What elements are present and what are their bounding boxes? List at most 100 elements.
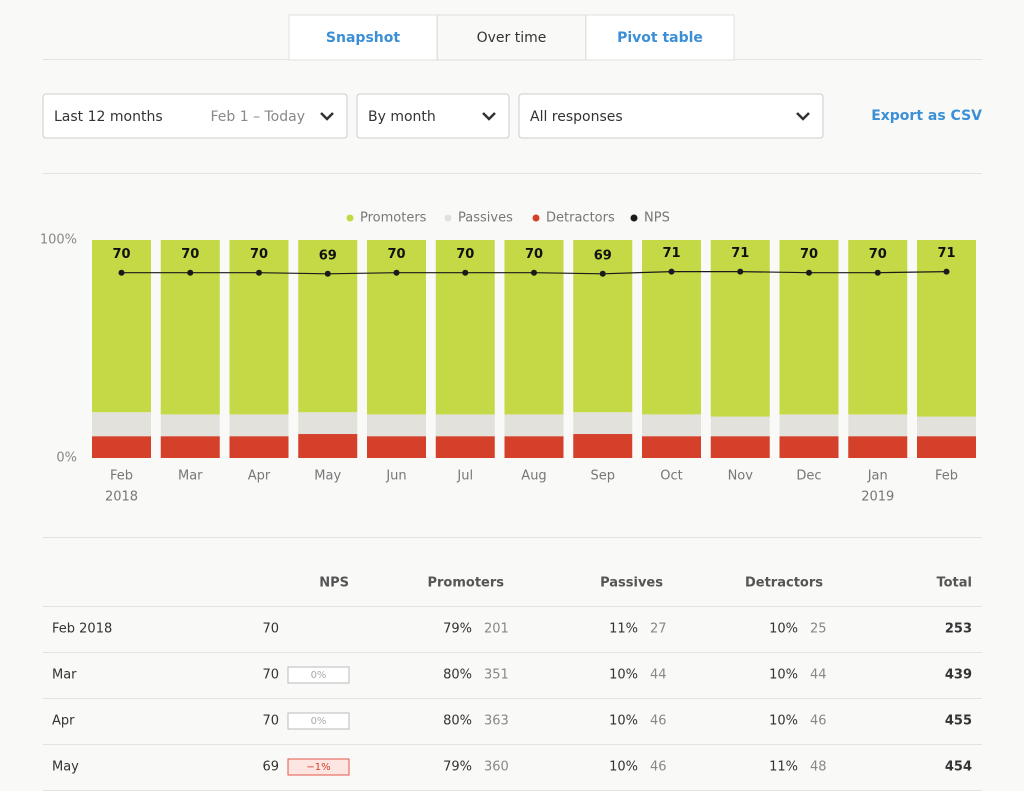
table-header: NPS: [319, 576, 349, 591]
table-cell: 25: [810, 622, 827, 637]
table-cell: 439: [945, 668, 972, 683]
x-tick-label: Oct: [660, 469, 682, 484]
bar-segment: [917, 436, 976, 458]
interval-dropdown[interactable]: [356, 93, 510, 139]
bar-segment: [504, 436, 564, 458]
table-cell: 363: [484, 714, 509, 729]
nps-label: 70: [869, 247, 887, 262]
bar-segment: [92, 436, 151, 458]
nps-point: [531, 269, 537, 276]
legend-label: NPS: [644, 211, 670, 226]
year-label: 2018: [105, 490, 138, 505]
table-cell: 70: [262, 622, 279, 637]
nps-label: 71: [937, 246, 955, 261]
bar-segment: [573, 240, 633, 413]
tab[interactable]: [437, 14, 586, 61]
export-link[interactable]: Export as CSV: [871, 108, 982, 124]
table-header: Detractors: [745, 576, 823, 591]
bar-segment: [848, 414, 908, 437]
table-cell: 79%: [443, 622, 472, 637]
table-cell: 10%: [609, 668, 638, 683]
table-cell: 27: [650, 622, 667, 637]
table-cell: 253: [945, 622, 972, 637]
table-cell: 10%: [769, 622, 798, 637]
nps-point: [668, 268, 675, 275]
bar-segment: [160, 436, 220, 458]
table-header: Promoters: [427, 576, 504, 591]
table-cell: 44: [810, 668, 827, 683]
table-cell: 10%: [769, 714, 798, 729]
bar-segment: [504, 414, 564, 437]
nps-point: [943, 268, 950, 275]
range-label: Last 12 months: [54, 109, 163, 125]
table-cell: 455: [945, 714, 972, 729]
tab-label: Pivot table: [617, 30, 703, 46]
tab[interactable]: [585, 14, 735, 61]
nps-point: [737, 268, 744, 275]
x-tick-label: Aug: [521, 469, 546, 484]
change-badge: [287, 758, 350, 776]
change-label: −1%: [306, 762, 330, 773]
table-cell: 79%: [443, 760, 472, 775]
legend-swatch: [532, 214, 540, 222]
bar-segment: [779, 414, 839, 437]
bar-segment: [367, 240, 426, 415]
table-cell: Mar: [52, 668, 77, 683]
nps-point: [393, 269, 400, 276]
change-badge: [287, 666, 350, 684]
bar-segment: [710, 436, 770, 458]
table-cell: 46: [650, 760, 667, 775]
tab[interactable]: [288, 14, 438, 61]
bar-segment: [710, 240, 770, 417]
table-cell: 351: [484, 668, 509, 683]
range-dropdown[interactable]: [42, 93, 348, 139]
table-cell: 69: [262, 760, 279, 775]
legend-swatch: [630, 214, 638, 222]
nps-label: 70: [525, 247, 543, 262]
bar-segment: [229, 240, 289, 415]
nps-point: [187, 269, 194, 276]
bar-segment: [367, 436, 426, 458]
nps-point: [874, 269, 881, 276]
bar-segment: [848, 240, 908, 415]
bar-segment: [710, 416, 770, 437]
table-cell: 80%: [443, 668, 472, 683]
chevron: [320, 112, 334, 121]
bar-segment: [435, 414, 495, 437]
x-tick-label: Jan: [867, 469, 888, 484]
legend-label: Passives: [458, 211, 513, 226]
responses-dropdown[interactable]: [518, 93, 824, 139]
chevron: [482, 112, 496, 121]
nps-label: 71: [731, 246, 749, 261]
bar-segment: [779, 436, 839, 458]
table-cell: 10%: [609, 714, 638, 729]
table-cell: 70: [262, 668, 279, 683]
nps-label: 70: [181, 247, 199, 262]
table-cell: 70: [262, 714, 279, 729]
x-tick-label: Nov: [728, 469, 754, 484]
table-cell: May: [52, 760, 79, 775]
x-tick-label: Apr: [248, 469, 271, 484]
bar-segment: [573, 412, 633, 435]
nps-label: 69: [594, 248, 612, 263]
range-detail: Feb 1 – Today: [210, 109, 305, 125]
x-tick-label: Mar: [178, 469, 203, 484]
table-cell: 201: [484, 622, 509, 637]
bar-segment: [92, 240, 151, 413]
table-cell: 46: [810, 714, 827, 729]
bar-segment: [229, 414, 289, 437]
table-cell: 360: [484, 760, 509, 775]
bar-segment: [435, 240, 495, 415]
responses-label: All responses: [530, 109, 623, 125]
nps-point: [599, 270, 606, 277]
x-tick-label: Feb: [110, 469, 133, 484]
nps-label: 70: [387, 247, 405, 262]
interval-label: By month: [368, 109, 436, 125]
bar-segment: [92, 412, 151, 437]
table-header: Total: [936, 576, 972, 591]
table-cell: Apr: [52, 714, 75, 729]
table-cell: 80%: [443, 714, 472, 729]
nps-label: 70: [456, 247, 474, 262]
nps-point: [324, 270, 331, 277]
